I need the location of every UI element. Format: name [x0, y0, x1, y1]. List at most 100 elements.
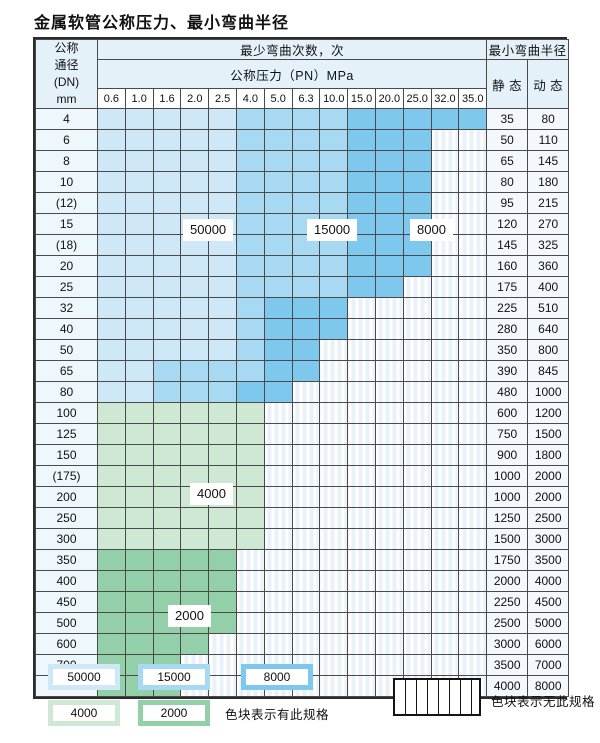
- page-title: 金属软管公称压力、最小弯曲半径: [34, 13, 290, 32]
- spec-cell: [208, 339, 237, 361]
- spec-cell: [263, 570, 293, 592]
- table-row: 32 225 510: [35, 297, 570, 319]
- radius-static-cell: 80: [486, 171, 529, 193]
- radius-static-cell: 3500: [486, 654, 529, 676]
- spec-cell: [124, 381, 154, 403]
- dn-header-line-1: 通径: [54, 58, 79, 72]
- spec-cell: [180, 339, 210, 361]
- spec-cell: [97, 465, 126, 487]
- spec-cell: [235, 486, 265, 508]
- table-row: 8 65 145: [35, 150, 570, 172]
- spec-cell: [319, 318, 349, 340]
- radius-dynamic-cell: 360: [527, 255, 570, 277]
- radius-static-cell: 3000: [486, 633, 529, 655]
- spec-cell: [97, 255, 126, 277]
- radius-dynamic-cell: 270: [527, 213, 570, 235]
- header-row-2: 公称压力（PN）MPa 静 态 动 态: [36, 59, 570, 109]
- spec-cell: [235, 612, 265, 634]
- radius-static-cell: 2500: [486, 612, 529, 634]
- spec-cell: [97, 381, 126, 403]
- spec-cell: [402, 549, 432, 571]
- spec-cell: [430, 255, 460, 277]
- spec-cell: [319, 591, 349, 613]
- spec-cell: [97, 360, 126, 382]
- legend-swatch-label: 50000: [48, 664, 120, 690]
- spec-cell: [291, 297, 321, 319]
- spec-cell: [152, 549, 182, 571]
- legend-swatch-4000: 4000: [48, 696, 120, 726]
- spec-cell: [180, 234, 210, 256]
- spec-cell: [347, 171, 376, 193]
- table-row: 6 50 110: [35, 129, 570, 151]
- dn-cell: 200: [35, 486, 98, 508]
- table-row: 4 35 80: [35, 108, 570, 130]
- spec-cell: [263, 549, 293, 571]
- radius-dynamic-cell: 110: [527, 129, 570, 151]
- spec-cell: [124, 612, 154, 634]
- legend-note-has-spec: 色块表示有此规格: [225, 708, 330, 722]
- table-row: 150 900 1800: [35, 444, 570, 466]
- spec-cell: [291, 444, 321, 466]
- legend-note-no-spec: 色块表示无此规格: [491, 695, 596, 709]
- spec-cell: [319, 192, 349, 214]
- spec-cell: [263, 339, 293, 361]
- spec-cell: [291, 591, 321, 613]
- spec-cell: [430, 465, 460, 487]
- spec-cell: [124, 591, 154, 613]
- legend: 50000 15000 8000 4000 2000 色块表示有此规格 色块表示无此规格: [33, 660, 595, 730]
- spec-cell: [458, 318, 488, 340]
- spec-cell: [124, 633, 154, 655]
- radius-static-cell: 2250: [486, 591, 529, 613]
- radius-dynamic-cell: 510: [527, 297, 570, 319]
- spec-cell: [291, 633, 321, 655]
- spec-cell: [291, 276, 321, 298]
- spec-cell: [458, 444, 488, 466]
- pressure-col-header-4_0: 4.0: [235, 88, 265, 109]
- spec-cell: [458, 591, 488, 613]
- spec-cell: [458, 612, 488, 634]
- spec-cell: [319, 297, 349, 319]
- table-row: 65 390 845: [35, 360, 570, 382]
- spec-cell: [124, 276, 154, 298]
- spec-cell: [180, 612, 210, 634]
- spec-cell: [291, 423, 321, 445]
- spec-cell: [402, 234, 432, 256]
- spec-cell: [235, 444, 265, 466]
- spec-cell: [374, 381, 404, 403]
- spec-cell: [319, 507, 349, 529]
- pressure-col-header-2_0: 2.0: [180, 88, 210, 109]
- spec-cell: [291, 108, 321, 130]
- spec-cell: [402, 465, 432, 487]
- spec-cell: [208, 612, 237, 634]
- spec-cell: [430, 297, 460, 319]
- spec-cell: [291, 318, 321, 340]
- spec-cell: [263, 633, 293, 655]
- spec-cell: [263, 318, 293, 340]
- spec-cell: [291, 360, 321, 382]
- nominal-pressure-header: 公称压力（PN）MPa: [96, 59, 488, 89]
- spec-cell: [374, 108, 404, 130]
- spec-cell: [458, 339, 488, 361]
- spec-cell: [402, 150, 432, 172]
- spec-cell: [374, 192, 404, 214]
- spec-cell: [208, 192, 237, 214]
- spec-cell: [208, 171, 237, 193]
- dn-header-cell: 公称 通径 (DN) mm: [35, 39, 98, 109]
- radius-static-cell: 145: [486, 234, 529, 256]
- radius-static-header: 静 态: [486, 59, 529, 109]
- spec-cell: [347, 360, 376, 382]
- spec-cell: [97, 486, 126, 508]
- spec-cell: [402, 318, 432, 340]
- spec-cell: [152, 234, 182, 256]
- spec-cell: [430, 108, 460, 130]
- spec-cell: [319, 465, 349, 487]
- spec-cell: [235, 528, 265, 550]
- radius-static-cell: 225: [486, 297, 529, 319]
- spec-cell: [235, 276, 265, 298]
- radius-static-cell: 480: [486, 381, 529, 403]
- spec-cell: [180, 318, 210, 340]
- spec-cell: [347, 192, 376, 214]
- spec-cell: [319, 612, 349, 634]
- table-head: 公称 通径 (DN) mm 最少弯曲次数，次 最小弯曲半径 公称压力（PN）MPa 静…: [35, 39, 570, 109]
- spec-cell: [124, 129, 154, 151]
